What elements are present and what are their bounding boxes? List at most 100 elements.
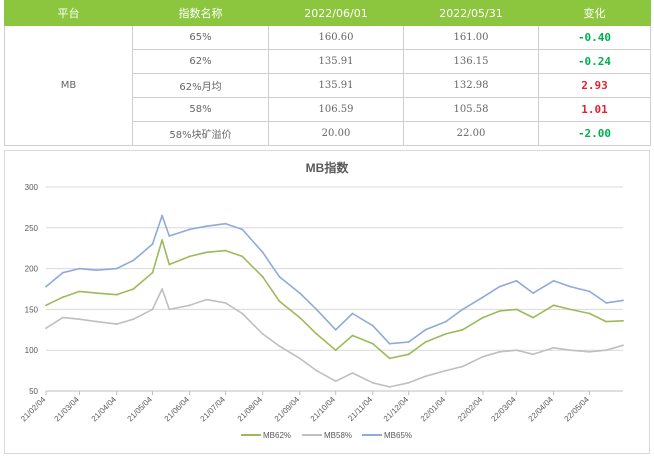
data-point-mb65%	[315, 308, 318, 311]
x-tick-label: 21/07/04	[199, 395, 228, 424]
data-point-mb62%	[241, 255, 244, 258]
data-point-mb58%	[515, 349, 518, 352]
change-cell: -0.24	[538, 49, 651, 74]
value-previous-cell: 161.00	[403, 25, 539, 50]
data-point-mb62%	[298, 316, 301, 319]
data-point-mb58%	[371, 381, 374, 384]
data-point-mb62%	[132, 288, 135, 290]
data-point-mb62%	[45, 304, 47, 307]
data-point-mb65%	[161, 214, 164, 217]
header-change: 变化	[538, 0, 651, 26]
value-previous-cell: 22.00	[403, 121, 539, 146]
data-point-mb65%	[298, 292, 301, 294]
series-line-mb62%	[45, 239, 624, 360]
series-line-mb58%	[45, 288, 624, 388]
data-point-mb58%	[605, 349, 608, 352]
y-tick-label: 300	[25, 183, 39, 192]
data-point-mb62%	[588, 312, 591, 315]
x-tick-label: 21/09/04	[273, 395, 302, 424]
data-point-mb62%	[605, 320, 608, 323]
grid-lines	[46, 186, 623, 392]
data-point-mb65%	[188, 228, 191, 231]
data-point-mb62%	[498, 310, 501, 312]
data-point-mb62%	[261, 275, 264, 278]
data-point-mb62%	[95, 292, 98, 294]
x-tick-label: 21/04/04	[90, 395, 119, 424]
y-tick-label: 100	[25, 346, 39, 355]
data-point-mb58%	[407, 381, 410, 384]
data-point-mb58%	[552, 346, 555, 349]
index-name-cell: 62%月均	[132, 73, 269, 98]
data-point-mb58%	[569, 349, 572, 352]
data-point-mb58%	[315, 369, 318, 372]
data-point-mb58%	[115, 323, 118, 325]
change-cell: -2.00	[538, 121, 651, 146]
data-point-mb65%	[588, 290, 591, 293]
data-point-mb58%	[95, 320, 98, 323]
data-point-mb65%	[95, 269, 98, 272]
x-tick-label: 21/03/04	[53, 395, 82, 424]
data-point-mb65%	[151, 243, 154, 245]
data-point-mb62%	[168, 263, 171, 266]
index-name-cell: 62%	[132, 49, 269, 74]
x-tick-label: 21/02/04	[19, 395, 48, 424]
value-previous-cell: 136.15	[403, 49, 539, 74]
change-cell: 2.93	[538, 73, 651, 98]
data-point-mb65%	[552, 279, 555, 282]
data-point-mb62%	[334, 349, 337, 352]
data-point-mb65%	[388, 342, 391, 345]
legend-label: MB58%	[324, 431, 352, 440]
value-current-cell: 135.91	[268, 73, 404, 98]
table-row: 58%块矿溢价 20.00 22.00 -2.00	[5, 121, 651, 146]
x-tick-label: 21/06/04	[163, 395, 192, 424]
table-header-row: 平台 指数名称 2022/06/01 2022/05/31 变化	[4, 0, 651, 26]
data-point-mb62%	[161, 239, 164, 241]
data-point-mb58%	[161, 288, 164, 290]
data-point-mb58%	[241, 312, 244, 315]
x-tick-label: 21/11/04	[346, 395, 374, 423]
data-point-mb58%	[78, 318, 81, 321]
data-point-mb65%	[461, 308, 464, 311]
x-tick-label: 22/05/04	[563, 395, 592, 424]
data-point-mb58%	[61, 316, 64, 319]
data-point-mb62%	[424, 341, 427, 343]
x-tick-label: 21/10/04	[309, 395, 338, 424]
legend-label: MB65%	[384, 431, 412, 440]
data-point-mb58%	[45, 327, 47, 330]
data-point-mb65%	[532, 292, 535, 294]
data-point-mb58%	[298, 357, 301, 360]
data-point-mb65%	[168, 235, 171, 237]
legend: MB62% MB58% MB65%	[241, 431, 412, 440]
y-tick-label: 50	[29, 387, 38, 396]
data-point-mb58%	[461, 365, 464, 368]
data-point-mb62%	[278, 300, 281, 303]
data-point-mb58%	[132, 318, 135, 321]
value-current-cell: 20.00	[268, 121, 404, 146]
data-point-mb65%	[482, 296, 484, 299]
data-point-mb65%	[371, 324, 374, 327]
data-point-mb62%	[515, 308, 518, 311]
data-point-mb58%	[532, 353, 535, 356]
data-point-mb62%	[388, 357, 391, 360]
data-point-mb65%	[132, 259, 135, 262]
data-point-mb62%	[351, 334, 354, 337]
header-date-current: 2022/06/01	[268, 0, 404, 26]
x-tick-label: 21/05/04	[126, 395, 155, 424]
data-point-mb65%	[241, 228, 244, 231]
data-point-mb62%	[532, 316, 535, 319]
data-point-mb62%	[552, 304, 555, 307]
series-lines	[45, 214, 624, 388]
data-point-mb65%	[261, 251, 264, 254]
data-point-mb62%	[115, 293, 118, 296]
data-point-mb62%	[482, 316, 484, 319]
data-point-mb65%	[407, 341, 410, 343]
data-point-mb58%	[261, 333, 264, 335]
data-point-mb58%	[168, 308, 171, 311]
x-axis: 21/02/04 21/03/04 21/04/04 21/05/04 21/06/04…	[19, 390, 623, 424]
data-point-mb62%	[407, 353, 410, 356]
table-row: MB 65% 160.60 161.00 -0.40	[4, 25, 651, 146]
header-date-previous: 2022/05/31	[403, 0, 539, 26]
data-point-mb58%	[622, 344, 624, 347]
data-point-mb65%	[78, 267, 81, 270]
data-point-mb62%	[205, 251, 208, 254]
